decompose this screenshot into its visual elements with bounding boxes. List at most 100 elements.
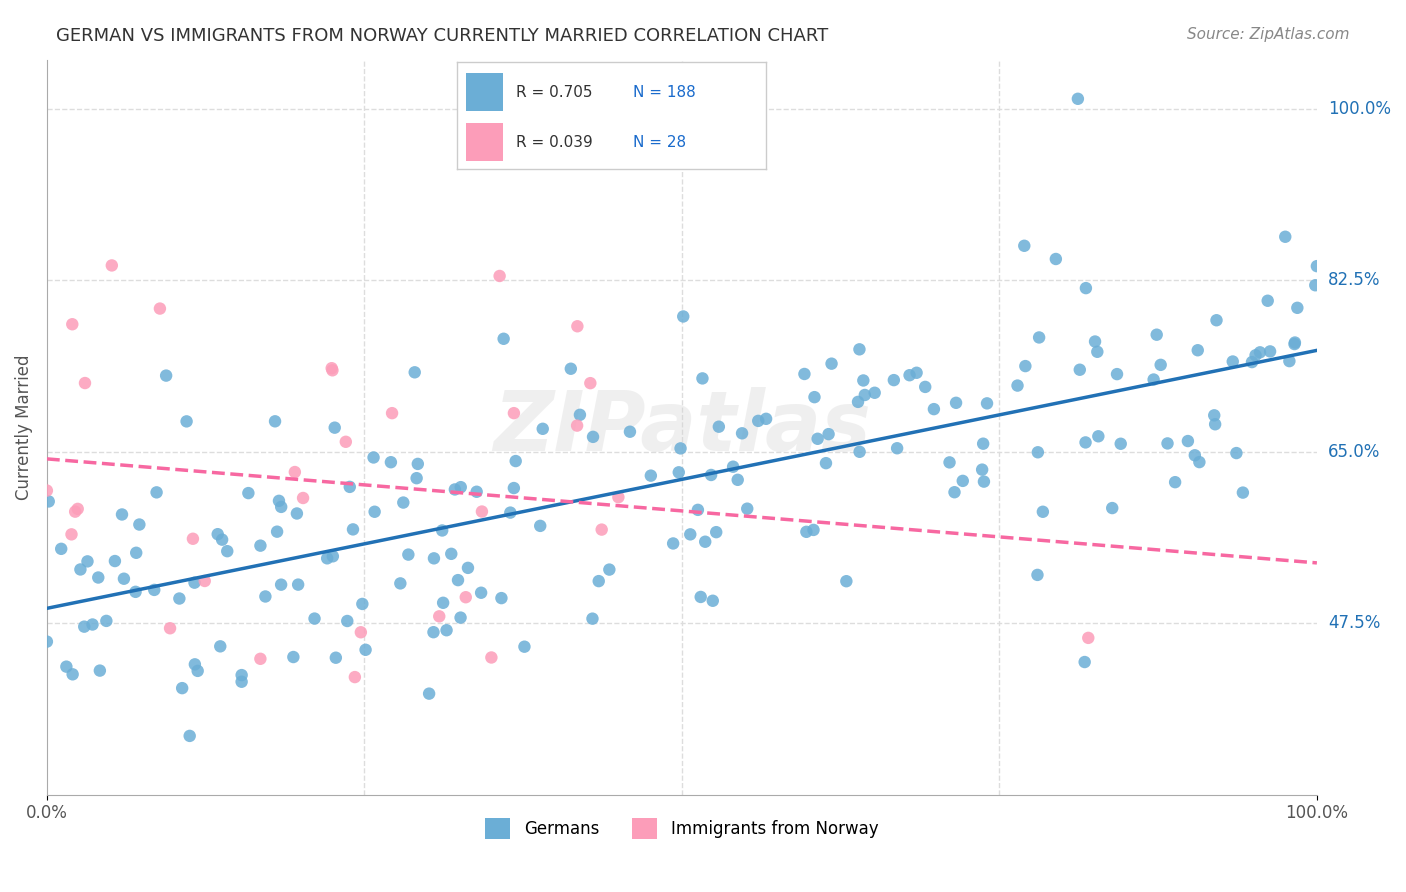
Point [1014,359,1036,373]
Point [179,729,201,743]
Point [1105,367,1128,381]
Point [1084,334,1107,349]
Point [342,522,364,536]
Point [588,574,610,588]
Point [396,548,419,562]
Point [707,419,730,434]
Point [619,425,641,439]
Point [1222,354,1244,368]
Point [492,332,515,346]
Point [820,357,842,371]
Point [735,501,758,516]
Point [343,670,366,684]
Point [817,427,839,442]
Point [76,554,98,568]
Point [183,575,205,590]
Point [689,590,711,604]
Point [731,426,754,441]
Point [1074,281,1097,295]
Point [692,371,714,385]
Point [1101,501,1123,516]
Point [679,527,702,541]
Point [450,480,472,494]
Point [488,268,510,283]
Point [176,414,198,428]
Point [755,412,778,426]
Point [335,434,357,449]
Point [1303,278,1326,293]
Point [266,524,288,539]
Point [184,657,207,672]
Text: N = 28: N = 28 [633,136,686,150]
Point [264,414,287,428]
Point [803,390,825,404]
Point [1073,655,1095,669]
Point [427,609,450,624]
Point [124,585,146,599]
Point [1244,348,1267,362]
Point [1069,362,1091,376]
Point [1274,229,1296,244]
Point [63,505,86,519]
Point [1007,378,1029,392]
Point [155,368,177,383]
Point [436,624,458,638]
Point [848,343,870,357]
Point [125,546,148,560]
Point [128,517,150,532]
Point [231,674,253,689]
Point [316,551,339,566]
Point [363,505,385,519]
Point [267,493,290,508]
Point [418,687,440,701]
Point [581,612,603,626]
Point [454,591,477,605]
Point [249,652,271,666]
Point [149,301,172,316]
Point [1164,475,1187,490]
Point [450,610,472,624]
Point [976,396,998,410]
Point [662,536,685,550]
Point [582,430,605,444]
Point [322,549,344,564]
Point [1085,344,1108,359]
Point [254,590,277,604]
Point [1032,505,1054,519]
Text: R = 0.705: R = 0.705 [516,85,592,100]
Point [404,365,426,379]
Point [1143,372,1166,386]
Point [465,484,488,499]
Point [363,450,385,465]
Point [1074,435,1097,450]
Point [1026,445,1049,459]
Point [321,361,343,376]
Point [380,455,402,469]
Point [922,402,945,417]
Point [807,432,830,446]
Point [503,406,526,420]
Point [447,573,470,587]
Point [579,376,602,391]
Point [207,527,229,541]
Point [73,376,96,390]
Point [217,544,239,558]
Point [513,640,536,654]
Text: 65.0%: 65.0% [1329,442,1381,460]
Point [143,582,166,597]
Point [422,625,444,640]
Point [181,532,204,546]
Point [336,614,359,628]
Point [1146,327,1168,342]
Point [304,611,326,625]
Point [432,596,454,610]
Point [60,527,83,541]
Point [727,473,749,487]
Point [695,534,717,549]
Point [392,495,415,509]
Point [1284,337,1306,351]
Point [96,614,118,628]
Point [886,442,908,456]
Point [972,436,994,450]
Point [432,524,454,538]
